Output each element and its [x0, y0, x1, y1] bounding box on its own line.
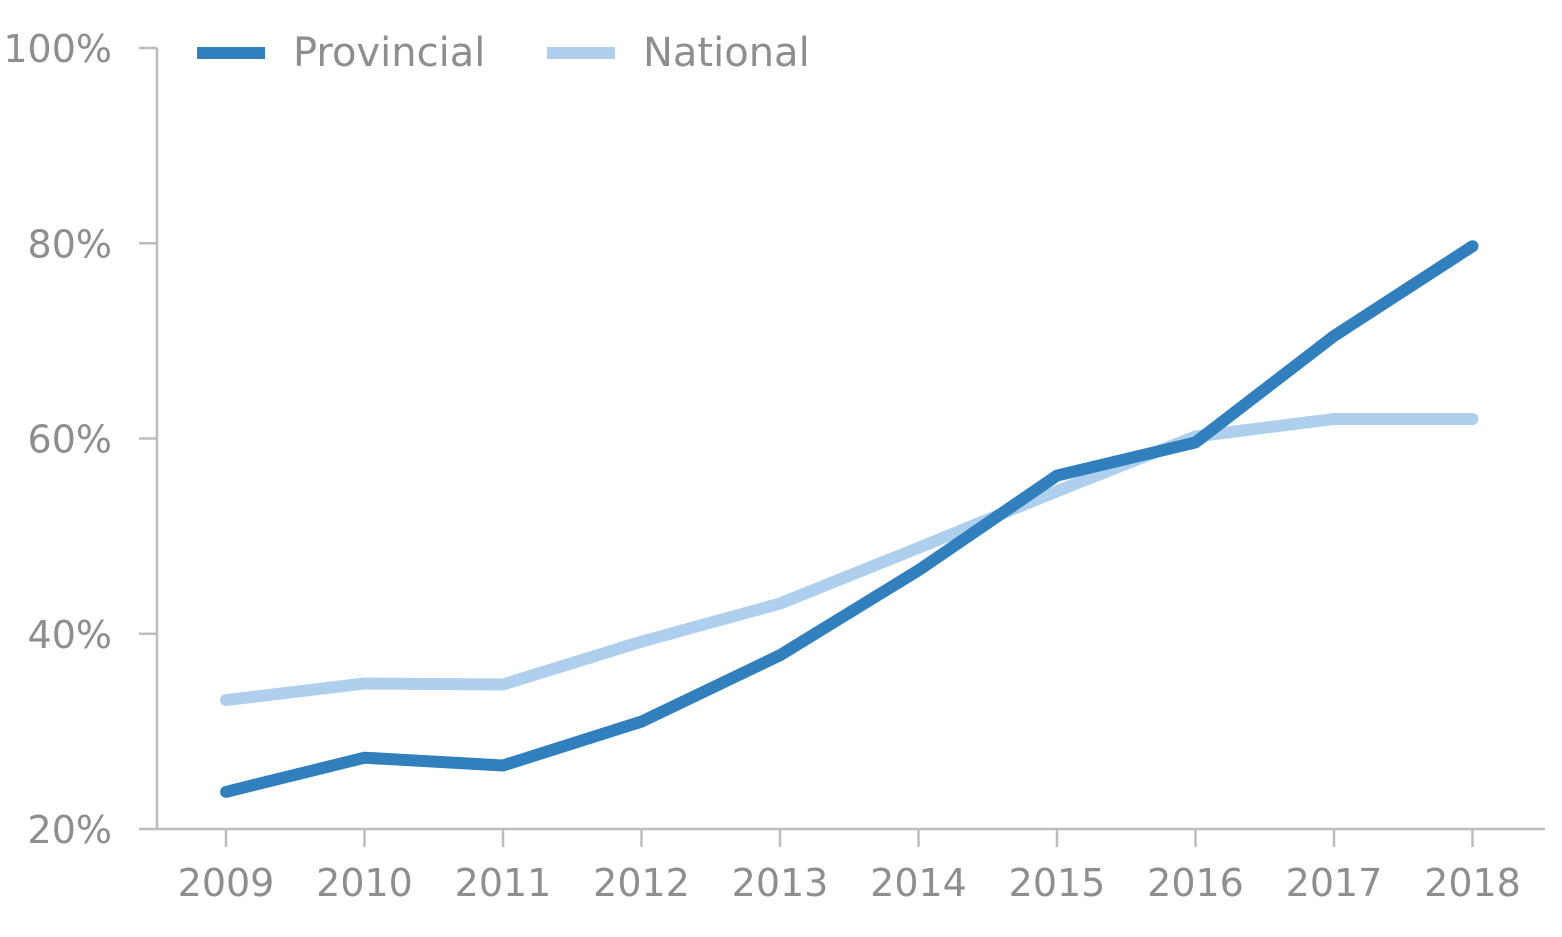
x-axis-labels: 2009 2010 2011 2012 2013 2014 2015 2016 2017 2018	[178, 861, 1521, 905]
x-tick-label: 2015	[1009, 861, 1106, 905]
series-line-national	[220, 413, 1479, 707]
chart-legend: Provincial National	[197, 30, 810, 76]
y-axis-labels: 20% 40% 60% 80% 100%	[3, 27, 112, 852]
y-tick-label: 20%	[28, 808, 112, 852]
chart-series	[220, 240, 1479, 798]
x-tick-label: 2016	[1147, 861, 1244, 905]
x-tick-label: 2010	[316, 861, 413, 905]
x-tick-label: 2012	[593, 861, 690, 905]
y-tick-label: 60%	[28, 418, 112, 462]
x-tick-label: 2009	[178, 861, 275, 905]
x-tick-label: 2013	[732, 861, 829, 905]
y-tick-label: 100%	[3, 27, 112, 71]
y-tick-label: 80%	[28, 222, 112, 266]
x-tick-label: 2018	[1424, 861, 1521, 905]
x-tick-label: 2011	[455, 861, 552, 905]
legend-item-national: National	[547, 30, 810, 76]
series-line-provincial	[220, 240, 1479, 798]
y-tick-label: 40%	[28, 613, 112, 657]
x-tick-label: 2014	[870, 861, 967, 905]
x-tick-label: 2017	[1286, 861, 1383, 905]
legend-label: National	[643, 30, 810, 76]
legend-label: Provincial	[293, 30, 485, 76]
chart-axes	[139, 46, 1545, 847]
legend-item-provincial: Provincial	[197, 30, 485, 76]
